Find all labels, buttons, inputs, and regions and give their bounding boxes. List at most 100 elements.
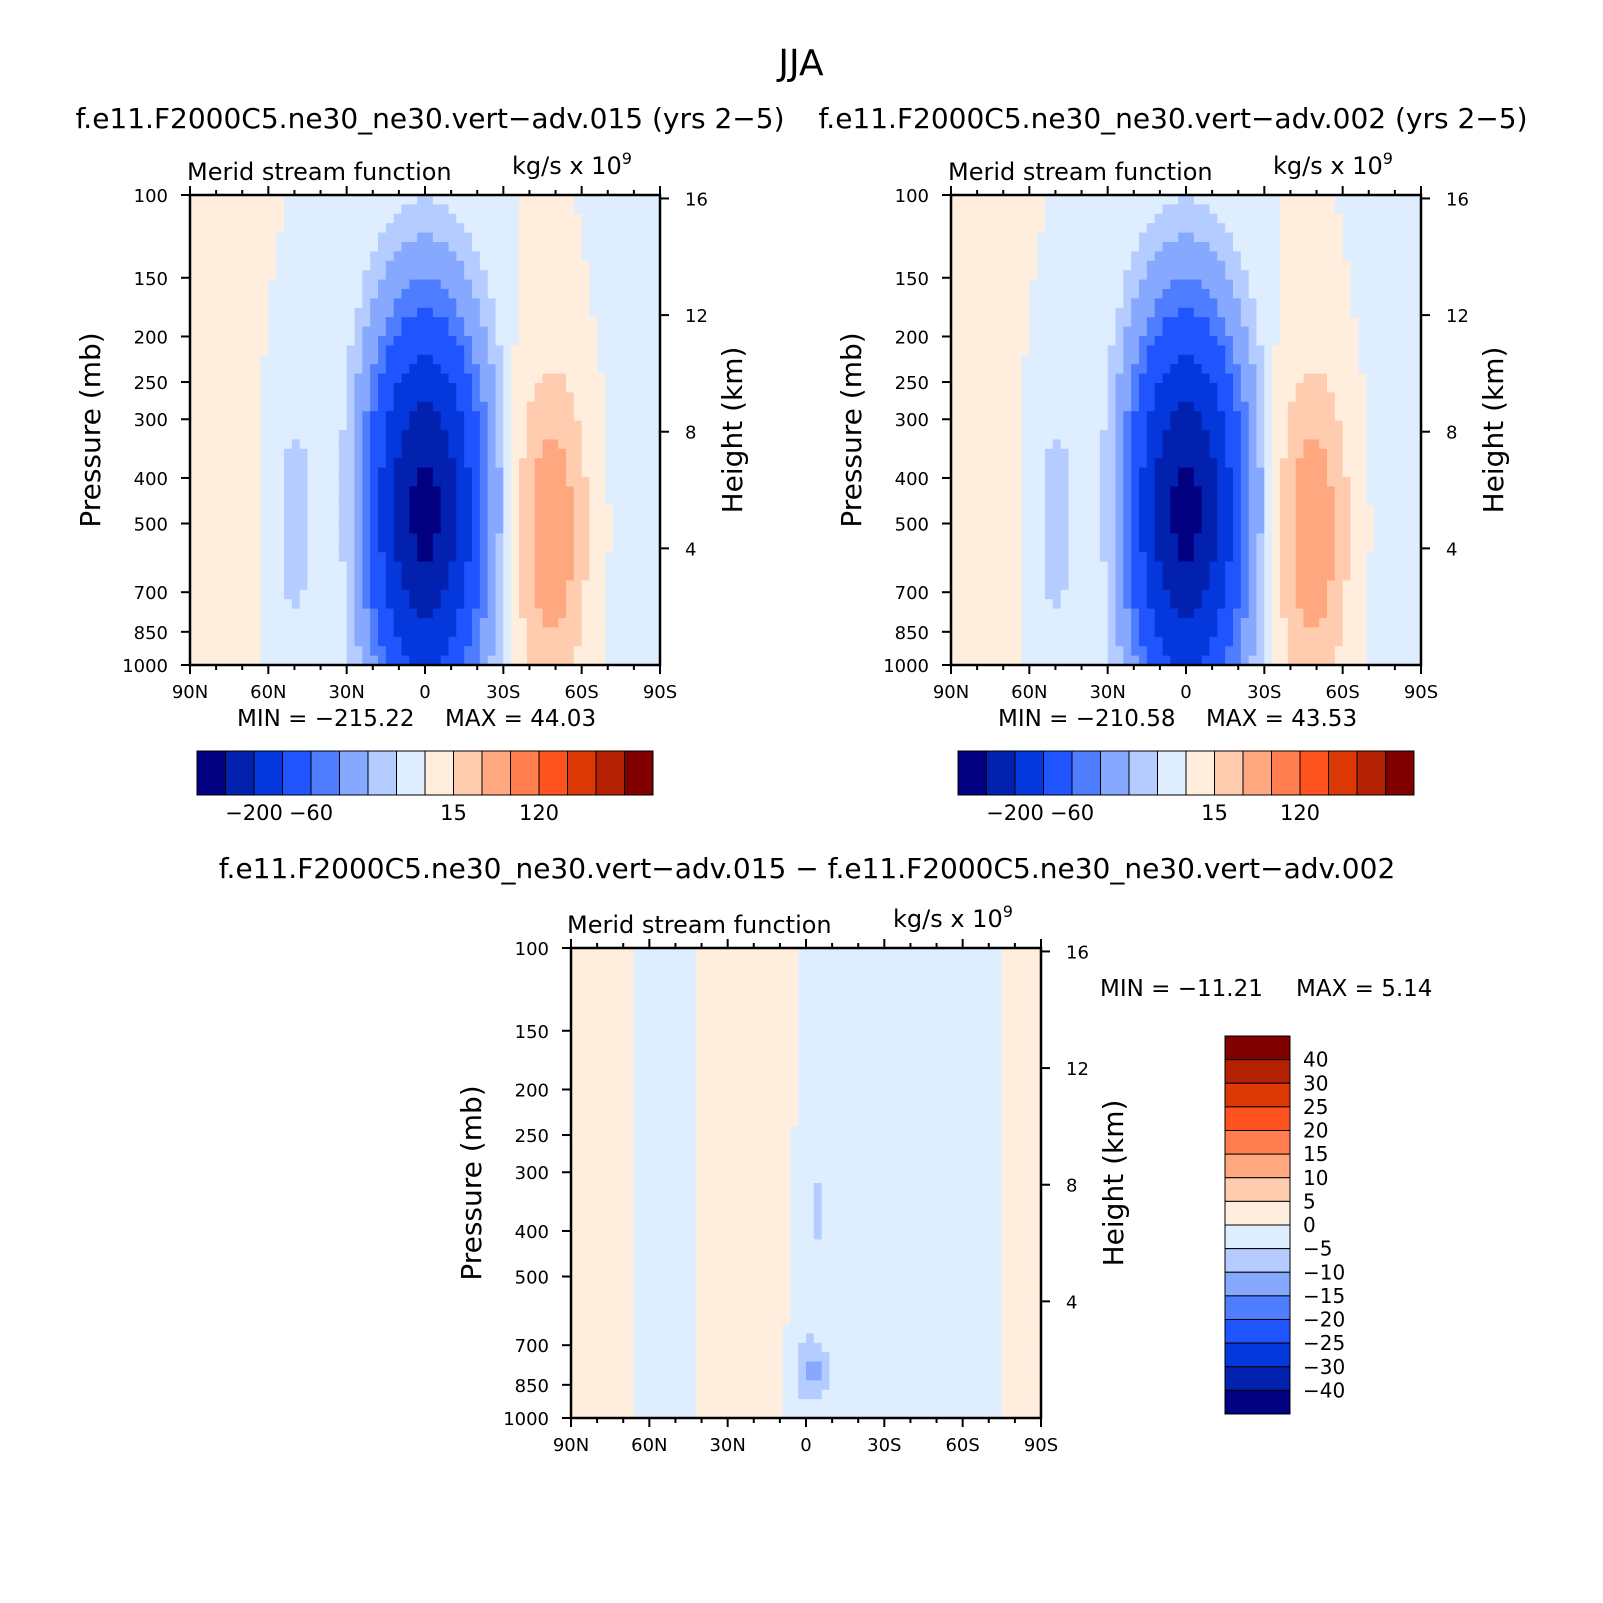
heatmap-cell — [1295, 317, 1305, 328]
heatmap-cell — [370, 204, 379, 215]
heatmap-cell — [1280, 279, 1289, 290]
heatmap-cell — [1170, 354, 1179, 365]
heatmap-cell — [620, 270, 630, 281]
heatmap-cell — [237, 580, 246, 591]
heatmap-cell — [1107, 430, 1117, 440]
heatmap-cell — [291, 373, 301, 384]
heatmap-cell — [519, 552, 528, 563]
heatmap-cell — [1248, 345, 1258, 356]
heatmap-cell — [1045, 430, 1054, 440]
heatmap-cell — [974, 392, 983, 403]
heatmap-cell — [1334, 298, 1344, 309]
heatmap-cell — [472, 401, 481, 412]
heatmap-cell — [205, 514, 215, 525]
heatmap-cell — [1264, 289, 1273, 299]
heatmap-cell — [197, 345, 207, 356]
heatmap-cell — [1193, 467, 1203, 478]
heatmap-cell — [495, 467, 504, 478]
heatmap-cell — [260, 439, 269, 450]
heatmap-cell — [974, 354, 983, 365]
heatmap-cell — [1005, 354, 1015, 365]
heatmap-cell — [511, 420, 520, 431]
heatmap-cell — [448, 571, 457, 581]
heatmap-cell — [1295, 242, 1305, 252]
heatmap-cell — [229, 392, 238, 403]
heatmap-cell — [1280, 354, 1289, 365]
heatmap-cell — [338, 458, 348, 469]
heatmap-cell — [354, 571, 363, 581]
heatmap-cell — [346, 533, 356, 544]
heatmap-cell — [1084, 279, 1093, 290]
heatmap-cell — [1186, 270, 1195, 281]
heatmap-cell — [237, 260, 246, 271]
heatmap-cell — [354, 430, 363, 440]
heatmap-cell — [1240, 213, 1250, 224]
heatmap-cell — [1170, 458, 1179, 469]
heatmap-cell — [589, 589, 598, 600]
heatmap-cell — [1068, 364, 1077, 375]
heatmap-cell — [1045, 213, 1054, 224]
heatmap-cell — [1358, 251, 1367, 262]
heatmap-cell — [1092, 467, 1101, 478]
heatmap-cell — [221, 448, 230, 459]
heatmap-cell — [1295, 411, 1305, 422]
heatmap-cell — [401, 242, 410, 252]
heatmap-cell — [1139, 420, 1148, 431]
heatmap-cell — [566, 458, 575, 469]
heatmap-cell — [244, 477, 254, 487]
heatmap-cell — [260, 430, 269, 440]
heatmap-cell — [1374, 279, 1383, 290]
heatmap-cell — [440, 627, 450, 638]
heatmap-cell — [1217, 307, 1226, 318]
heatmap-cell — [315, 270, 324, 281]
heatmap-cell — [558, 195, 567, 205]
heatmap-cell — [652, 326, 661, 337]
heatmap-cell — [1327, 458, 1336, 469]
heatmap-cell — [472, 542, 481, 553]
heatmap-cell — [1209, 242, 1218, 252]
heatmap-cell — [581, 533, 591, 544]
heatmap-cell — [385, 213, 395, 224]
heatmap-cell — [1397, 232, 1406, 243]
heatmap-cell — [628, 439, 638, 450]
heatmap-cell — [1389, 373, 1399, 384]
heatmap-cell — [503, 242, 512, 252]
heatmap-cell — [1139, 401, 1148, 412]
heatmap-cell — [1201, 251, 1211, 262]
heatmap-cell — [1099, 279, 1109, 290]
heatmap-cell — [417, 646, 426, 657]
heatmap-cell — [1256, 439, 1265, 450]
heatmap-cell — [276, 317, 285, 328]
heatmap-cell — [260, 477, 269, 487]
heatmap-cell — [425, 524, 434, 534]
heatmap-cell — [479, 401, 489, 412]
heatmap-cell — [284, 289, 293, 299]
heatmap-cell — [1319, 345, 1328, 356]
heatmap-cell — [1374, 242, 1383, 252]
heatmap-cell — [1366, 420, 1375, 431]
heatmap-cell — [581, 364, 591, 375]
heatmap-cell — [1092, 373, 1101, 384]
heatmap-field — [951, 195, 1422, 666]
heatmap-cell — [1068, 270, 1077, 281]
heatmap-cell — [299, 458, 309, 469]
heatmap-cell — [252, 317, 262, 328]
heatmap-cell — [472, 571, 481, 581]
heatmap-cell — [401, 401, 410, 412]
heatmap-cell — [307, 345, 316, 356]
heatmap-cell — [1052, 317, 1062, 328]
heatmap-cell — [958, 326, 968, 337]
heatmap-cell — [291, 223, 301, 234]
heatmap-cell — [190, 552, 199, 563]
heatmap-cell — [542, 354, 551, 365]
heatmap-cell — [346, 646, 356, 657]
colorbar-box — [225, 750, 255, 796]
heatmap-cell — [534, 317, 544, 328]
heatmap-cell — [566, 655, 575, 666]
heatmap-cell — [1021, 307, 1030, 318]
heatmap-cell — [331, 392, 340, 403]
heatmap-cell — [1311, 326, 1320, 337]
heatmap-cell — [331, 552, 340, 563]
heatmap-cell — [519, 213, 528, 224]
heatmap-cell — [550, 195, 559, 205]
